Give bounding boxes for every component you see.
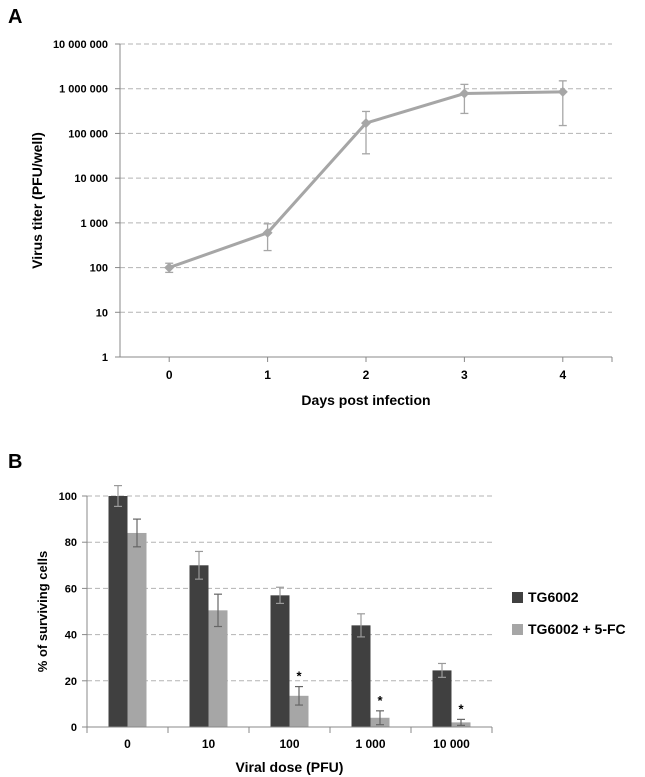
bar xyxy=(351,625,371,727)
x-tick-label: 10 000 xyxy=(433,737,470,751)
data-point xyxy=(459,88,470,99)
bar xyxy=(208,610,228,727)
data-point xyxy=(262,227,273,238)
y-tick-label: 1 xyxy=(102,352,108,364)
y-axis-title: Virus titer (PFU/well) xyxy=(29,132,45,269)
legend-label: TG6002 xyxy=(528,589,579,605)
y-tick-label: 100 000 xyxy=(68,128,108,140)
x-tick-label: 10 xyxy=(202,737,216,751)
bar xyxy=(127,532,147,727)
x-tick-label: 4 xyxy=(559,368,566,382)
x-tick-label: 1 000 xyxy=(355,737,385,751)
panel-a-label: A xyxy=(8,6,23,28)
y-tick-label: 60 xyxy=(65,583,77,595)
y-tick-label: 10 000 000 xyxy=(53,39,108,51)
legend-label: TG6002 + 5-FC xyxy=(528,621,626,637)
significance-marker: * xyxy=(458,701,464,716)
y-tick-label: 100 xyxy=(90,263,108,275)
significance-marker: * xyxy=(296,669,302,684)
y-tick-label: 20 xyxy=(65,676,77,688)
bar xyxy=(432,670,452,727)
x-tick-label: 1 xyxy=(264,368,271,382)
panel-b-label: B xyxy=(8,451,23,473)
y-tick-label: 100 xyxy=(59,491,77,503)
data-point xyxy=(557,86,568,97)
x-tick-label: 3 xyxy=(461,368,468,382)
legend-swatch xyxy=(512,624,523,635)
x-axis-title: Days post infection xyxy=(301,392,430,408)
x-tick-label: 0 xyxy=(124,737,131,751)
y-tick-label: 0 xyxy=(71,722,77,734)
data-point xyxy=(361,118,371,129)
y-tick-label: 10 xyxy=(96,307,108,319)
y-tick-label: 1 000 000 xyxy=(59,84,108,96)
y-tick-label: 40 xyxy=(65,630,77,642)
y-axis-title: % of surviving cells xyxy=(35,551,50,672)
bar xyxy=(270,595,290,727)
bar xyxy=(189,565,209,727)
y-tick-label: 80 xyxy=(65,537,77,549)
x-tick-label: 0 xyxy=(166,368,173,382)
bar xyxy=(108,496,128,727)
significance-marker: * xyxy=(377,693,383,708)
data-point xyxy=(164,262,175,273)
y-tick-label: 10 000 xyxy=(74,173,108,185)
x-tick-label: 2 xyxy=(363,368,370,382)
bar xyxy=(289,695,309,727)
x-tick-label: 100 xyxy=(279,737,299,751)
y-tick-label: 1 000 xyxy=(80,218,108,230)
x-axis-title: Viral dose (PFU) xyxy=(236,759,344,775)
legend-swatch xyxy=(512,592,523,603)
